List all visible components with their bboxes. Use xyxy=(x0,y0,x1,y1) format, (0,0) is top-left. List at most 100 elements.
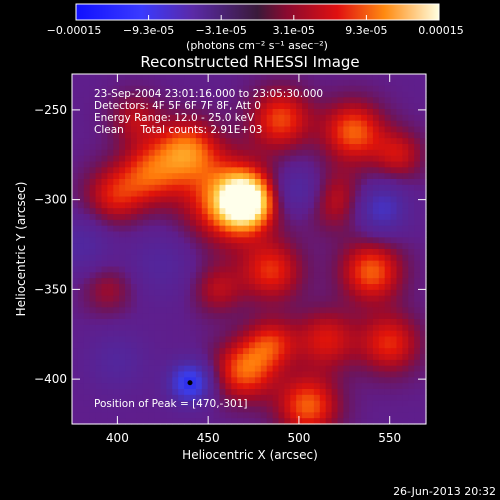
heatmap-cell xyxy=(284,190,291,198)
heatmap-cell xyxy=(89,371,97,378)
heatmap-cell xyxy=(125,348,132,355)
heatmap-cell xyxy=(219,406,226,413)
heatmap-cell xyxy=(367,126,374,133)
heatmap-cell xyxy=(414,132,421,139)
heatmap-cell xyxy=(148,179,156,186)
heatmap-cell xyxy=(302,336,309,343)
heatmap-cell xyxy=(172,342,179,349)
heatmap-cell xyxy=(195,313,203,320)
heatmap-cell xyxy=(101,173,108,180)
heatmap-cell xyxy=(107,167,114,174)
heatmap-cell xyxy=(260,249,268,256)
heatmap-cell xyxy=(272,371,280,378)
heatmap-cell xyxy=(390,97,398,104)
heatmap-cell xyxy=(125,184,132,192)
heatmap-cell xyxy=(219,190,226,198)
heatmap-cell xyxy=(402,132,409,139)
heatmap-cell xyxy=(266,371,274,378)
heatmap-cell xyxy=(414,85,421,93)
heatmap-cell xyxy=(72,383,79,390)
heatmap-cell xyxy=(266,120,274,128)
heatmap-cell xyxy=(77,295,85,303)
heatmap-cell xyxy=(201,91,209,98)
heatmap-cell xyxy=(402,202,409,209)
heatmap-cell xyxy=(272,202,280,209)
heatmap-cell xyxy=(390,371,398,378)
heatmap-cell xyxy=(308,412,315,419)
heatmap-cell xyxy=(414,249,421,256)
heatmap-cell xyxy=(319,103,327,110)
heatmap-cell xyxy=(367,342,374,349)
heatmap-cell xyxy=(308,190,315,198)
heatmap-cell xyxy=(278,336,285,343)
heatmap-cell xyxy=(313,249,321,256)
heatmap-cell xyxy=(355,219,362,227)
heatmap-cell xyxy=(207,359,215,367)
heatmap-cell xyxy=(355,114,362,122)
heatmap-cell xyxy=(125,144,132,151)
heatmap-cell xyxy=(166,365,173,373)
heatmap-cell xyxy=(190,237,197,244)
heatmap-cell xyxy=(355,196,362,203)
heatmap-cell xyxy=(166,289,173,297)
heatmap-cell xyxy=(89,418,97,425)
heatmap-cell xyxy=(225,377,232,384)
heatmap-cell xyxy=(119,354,126,361)
heatmap-cell xyxy=(378,167,386,174)
heatmap-cell xyxy=(243,272,250,279)
heatmap-cell xyxy=(414,307,421,314)
heatmap-cell xyxy=(396,161,403,168)
heatmap-cell xyxy=(249,79,256,87)
heatmap-cell xyxy=(367,284,374,291)
heatmap-cell xyxy=(343,406,350,413)
heatmap-cell xyxy=(125,394,132,402)
heatmap-cell xyxy=(172,330,179,338)
heatmap-cell xyxy=(89,167,97,174)
heatmap-cell xyxy=(136,284,144,291)
heatmap-cell xyxy=(72,243,79,250)
heatmap-cell xyxy=(319,167,327,174)
heatmap-cell xyxy=(249,97,256,104)
x-tick-label: 400 xyxy=(106,431,129,445)
heatmap-cell xyxy=(408,260,415,268)
heatmap-cell xyxy=(272,354,280,361)
heatmap-cell xyxy=(225,412,232,419)
heatmap-cell xyxy=(254,243,262,250)
heatmap-cell xyxy=(378,155,386,163)
heatmap-cell xyxy=(136,109,144,116)
heatmap-cell xyxy=(372,365,380,373)
heatmap-cell xyxy=(343,365,350,373)
heatmap-cell xyxy=(89,149,97,157)
heatmap-cell xyxy=(160,307,167,314)
heatmap-cell xyxy=(184,109,191,116)
heatmap-cell xyxy=(372,179,380,186)
heatmap-cell xyxy=(355,394,362,402)
heatmap-cell xyxy=(184,97,191,104)
heatmap-cell xyxy=(136,138,144,145)
heatmap-cell xyxy=(166,307,173,314)
heatmap-cell xyxy=(290,400,297,408)
heatmap-cell xyxy=(278,120,285,128)
heatmap-cell xyxy=(243,91,250,98)
heatmap-cell xyxy=(396,266,403,273)
heatmap-cell xyxy=(72,120,79,128)
heatmap-cell xyxy=(77,167,85,174)
heatmap-cell xyxy=(243,126,250,133)
heatmap-cell xyxy=(231,266,238,273)
heatmap-cell xyxy=(278,214,285,221)
heatmap-cell xyxy=(361,319,368,326)
heatmap-cell xyxy=(361,97,368,104)
heatmap-cell xyxy=(290,132,297,139)
heatmap-cell xyxy=(219,249,226,256)
heatmap-cell xyxy=(131,254,138,262)
heatmap-cell xyxy=(119,79,126,87)
heatmap-cell xyxy=(72,330,79,338)
heatmap-cell xyxy=(125,196,132,203)
heatmap-cell xyxy=(260,400,268,408)
heatmap-cell xyxy=(349,138,356,145)
heatmap-cell xyxy=(325,307,333,314)
heatmap-cell xyxy=(178,237,185,244)
heatmap-cell xyxy=(384,284,392,291)
heatmap-cell xyxy=(384,109,392,116)
heatmap-cell xyxy=(142,132,150,139)
